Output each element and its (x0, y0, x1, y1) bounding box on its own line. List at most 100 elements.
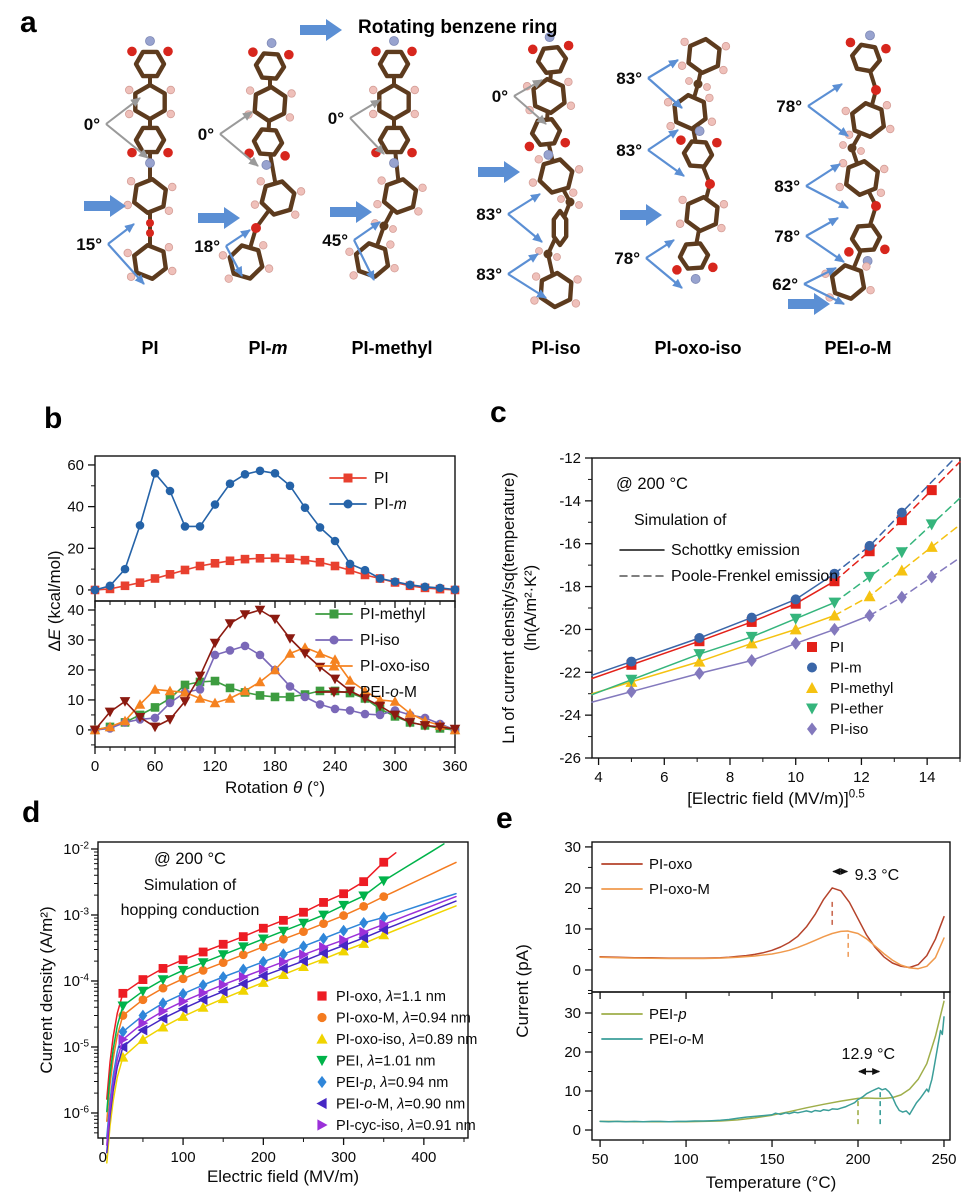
svg-text:10-5: 10-5 (63, 1038, 89, 1056)
rotating-ring-arrow-icon (620, 204, 662, 226)
svg-text:(ln(A/m²·K²): (ln(A/m²·K²) (522, 565, 540, 651)
series-PI-oxo-M (106, 861, 457, 1122)
svg-text:0: 0 (76, 582, 84, 599)
svg-text:10-4: 10-4 (63, 972, 89, 990)
series-PI-methyl (591, 523, 961, 695)
svg-text:83°: 83° (476, 205, 502, 224)
molecule-label-pi-oxo-iso: PI-oxo-iso (654, 338, 742, 358)
series-PI-oxo (599, 887, 945, 969)
svg-text:PI-iso: PI-iso (830, 721, 868, 738)
svg-text:PI-m: PI-m (374, 496, 407, 513)
svg-text:12: 12 (853, 769, 870, 786)
svg-text:10: 10 (67, 692, 84, 709)
svg-text:120: 120 (202, 758, 227, 775)
svg-text:ΔE (kcal/mol): ΔE (kcal/mol) (45, 550, 64, 651)
series-PI-oxo-iso (89, 642, 461, 735)
svg-text:0°: 0° (492, 87, 508, 106)
svg-text:Schottky emission: Schottky emission (671, 542, 800, 559)
panel-label-a: a (20, 6, 37, 39)
svg-text:Simulation of: Simulation of (144, 877, 237, 894)
svg-text:10-3: 10-3 (63, 906, 89, 924)
series-PEI-o-M (599, 1016, 945, 1123)
svg-text:10: 10 (787, 769, 804, 786)
svg-text:83°: 83° (616, 141, 642, 160)
svg-text:50: 50 (592, 1151, 609, 1168)
chart-c: 4 6 8 10 12 14 -26 -24 -22 -20 -18 -16 -14 -12 @ 200 °… (500, 450, 961, 808)
series-PI-ether (591, 497, 961, 696)
panel-label-c: c (490, 396, 507, 429)
svg-text:-20: -20 (559, 621, 581, 638)
svg-text:100: 100 (674, 1151, 699, 1168)
svg-text:Ln of current density/sq(tempe: Ln of current density/sq(temperature) (500, 472, 518, 743)
svg-text:0°: 0° (328, 109, 344, 128)
series-PI-cyc-iso (106, 895, 457, 1146)
svg-text:4: 4 (594, 769, 602, 786)
molecule-label-pi-m: PI-m (248, 338, 288, 358)
svg-text:PEI-o-M: PEI-o-M (649, 1031, 704, 1048)
panel-label-e: e (496, 802, 513, 835)
svg-text:9.3 °C: 9.3 °C (855, 867, 900, 884)
svg-text:0: 0 (76, 722, 84, 739)
series-PI (90, 553, 460, 595)
series-PEI-p (106, 892, 457, 1139)
svg-text:PI-oxo-M: PI-oxo-M (649, 881, 710, 898)
svg-text:PI-oxo, λ=1.1 nm: PI-oxo, λ=1.1 nm (336, 989, 446, 1005)
svg-text:78°: 78° (776, 97, 802, 116)
svg-text:PEI-o-M, λ=0.90 nm: PEI-o-M, λ=0.90 nm (336, 1097, 465, 1113)
svg-text:400: 400 (411, 1149, 436, 1166)
svg-text:20: 20 (67, 662, 84, 679)
svg-text:Current (pA): Current (pA) (513, 944, 532, 1038)
molecule-label-pi: PI (141, 338, 159, 358)
svg-text:@ 200 °C: @ 200 °C (154, 850, 226, 868)
svg-text:-16: -16 (559, 536, 581, 553)
series-PEI (106, 843, 445, 1113)
panel-label-d: d (22, 796, 41, 829)
svg-text:PI-methyl: PI-methyl (830, 680, 893, 697)
series-PI-oxo-M (599, 930, 945, 970)
svg-text:PEI-p, λ=0.94 nm: PEI-p, λ=0.94 nm (336, 1075, 448, 1091)
svg-text:6: 6 (660, 769, 668, 786)
svg-text:180: 180 (262, 758, 287, 775)
svg-text:240: 240 (322, 758, 347, 775)
rotating-ring-arrow-icon (300, 19, 342, 41)
svg-text:-26: -26 (559, 750, 581, 767)
svg-text:83°: 83° (616, 69, 642, 88)
svg-text:PI-cyc-iso, λ=0.91 nm: PI-cyc-iso, λ=0.91 nm (336, 1118, 476, 1134)
svg-text:0: 0 (573, 1122, 581, 1139)
svg-text:[Electric field (MV/m)]0.5: [Electric field (MV/m)]0.5 (687, 789, 865, 808)
molecule-diagrams: 0° 15° 0° 18° 0° 45° 0° 83° 83° 83° 83° 78° 78° 83° 78… (76, 19, 895, 315)
svg-text:78°: 78° (614, 249, 640, 268)
svg-text:40: 40 (67, 602, 84, 619)
svg-text:@ 200 °C: @ 200 °C (616, 475, 688, 493)
svg-text:PI-oxo-iso: PI-oxo-iso (360, 658, 430, 675)
svg-text:83°: 83° (774, 177, 800, 196)
series-PI-m (90, 466, 460, 595)
svg-text:8: 8 (726, 769, 734, 786)
svg-text:PI-oxo-M, λ=0.94 nm: PI-oxo-M, λ=0.94 nm (336, 1011, 471, 1027)
svg-text:300: 300 (382, 758, 407, 775)
svg-text:30: 30 (564, 839, 581, 856)
svg-text:12.9 °C: 12.9 °C (842, 1046, 896, 1063)
svg-text:360: 360 (442, 758, 467, 775)
svg-text:Electric field (MV/m): Electric field (MV/m) (207, 1167, 359, 1186)
svg-text:PEI, λ=1.01 nm: PEI, λ=1.01 nm (336, 1054, 435, 1070)
svg-text:Poole-Frenkel emission: Poole-Frenkel emission (671, 568, 838, 585)
svg-text:15°: 15° (76, 235, 102, 254)
svg-text:Temperature (°C): Temperature (°C) (706, 1173, 837, 1192)
svg-text:60: 60 (147, 758, 164, 775)
svg-text:PEI-o-M: PEI-o-M (360, 684, 417, 701)
svg-text:30: 30 (67, 632, 84, 649)
molecule-label-pi-methyl: PI-methyl (351, 338, 433, 358)
svg-text:250: 250 (931, 1151, 956, 1168)
panel-label-b: b (44, 402, 63, 435)
svg-text:78°: 78° (774, 227, 800, 246)
molecule-label-pi-iso: PI-iso (531, 338, 581, 358)
chart-d: 0 100 200 300 400 10-2 10-3 10-4 10-5 10-6 @ 200 °… (37, 840, 477, 1186)
svg-text:PI-methyl: PI-methyl (360, 606, 425, 623)
rotating-ring-arrow-icon (330, 201, 372, 223)
svg-text:-24: -24 (559, 707, 581, 724)
svg-text:PI-ether: PI-ether (830, 701, 883, 718)
svg-text:10-2: 10-2 (63, 840, 89, 858)
svg-text:18°: 18° (194, 237, 220, 256)
svg-text:14: 14 (919, 769, 936, 786)
